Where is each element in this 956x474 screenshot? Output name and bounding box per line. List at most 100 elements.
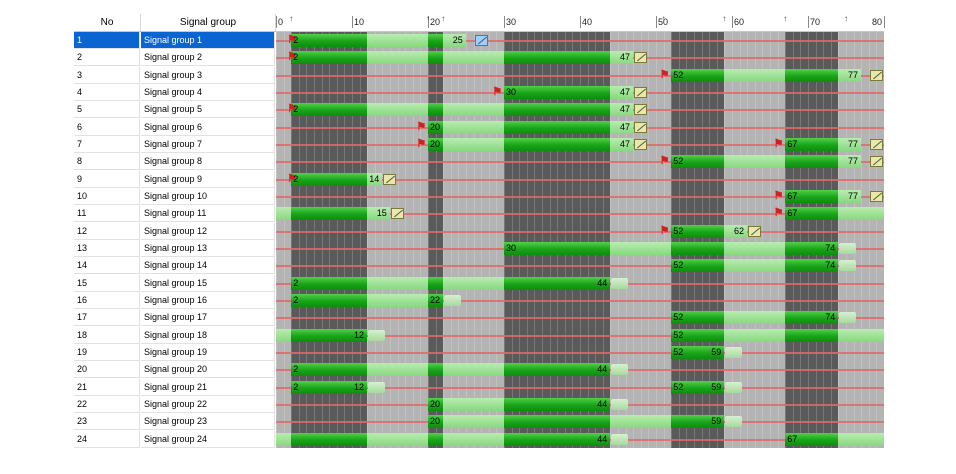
green-phase-bar[interactable] xyxy=(610,85,634,99)
green-phase-bar[interactable] xyxy=(291,363,368,377)
green-phase-bar[interactable] xyxy=(428,415,444,429)
start-flag-icon[interactable]: ⚑ xyxy=(287,103,298,116)
green-phase-bar[interactable] xyxy=(504,120,611,134)
green-phase-bar[interactable] xyxy=(504,51,611,65)
table-row[interactable]: 2 Signal group 2 xyxy=(74,49,884,67)
green-phase-bar[interactable] xyxy=(428,293,444,307)
green-phase-bar[interactable] xyxy=(724,311,786,325)
table-row[interactable]: 23 Signal group 23 xyxy=(74,413,884,431)
green-phase-bar[interactable] xyxy=(504,276,611,290)
green-phase-bar[interactable] xyxy=(724,224,748,238)
table-row[interactable]: 17 Signal group 17 xyxy=(74,309,884,327)
table-row[interactable]: 19 Signal group 19 xyxy=(74,343,884,361)
green-phase-bar[interactable] xyxy=(785,241,839,255)
start-flag-icon[interactable]: ⚑ xyxy=(773,189,784,202)
green-phase-bar[interactable] xyxy=(367,103,428,117)
green-phase-bar[interactable] xyxy=(428,432,444,446)
start-flag-icon[interactable]: ⚑ xyxy=(287,172,298,185)
green-phase-bar[interactable] xyxy=(671,241,725,255)
green-phase-bar[interactable] xyxy=(367,432,428,446)
green-phase-bar[interactable] xyxy=(443,415,504,429)
green-phase-bar[interactable] xyxy=(785,207,839,221)
amber-transition[interactable] xyxy=(368,329,386,341)
table-row[interactable]: 1 Signal group 1 xyxy=(74,32,884,49)
green-phase-bar[interactable] xyxy=(785,137,839,151)
amber-transition[interactable] xyxy=(839,260,857,272)
amber-transition[interactable] xyxy=(444,294,462,306)
start-flag-icon[interactable]: ⚑ xyxy=(659,224,670,237)
green-phase-bar[interactable] xyxy=(671,328,725,342)
table-row[interactable]: 18 Signal group 18 xyxy=(74,326,884,344)
green-phase-bar[interactable] xyxy=(785,155,839,169)
green-phase-bar[interactable] xyxy=(838,328,884,342)
green-phase-bar[interactable] xyxy=(785,328,839,342)
green-phase-bar[interactable] xyxy=(291,432,368,446)
time-marker-arrow[interactable]: ↑ xyxy=(441,14,446,23)
green-phase-bar[interactable] xyxy=(276,207,292,221)
amber-transition[interactable] xyxy=(611,364,629,376)
amber-transition[interactable] xyxy=(725,381,743,393)
green-phase-bar[interactable] xyxy=(838,432,884,446)
green-phase-bar[interactable] xyxy=(291,293,368,307)
table-row[interactable]: 21 Signal group 21 xyxy=(74,378,884,396)
time-marker-arrow[interactable]: ↑ xyxy=(289,14,294,23)
time-marker-arrow[interactable]: ↑ xyxy=(661,14,666,23)
green-phase-bar[interactable] xyxy=(671,155,725,169)
green-phase-bar[interactable] xyxy=(428,51,444,65)
table-row[interactable]: 16 Signal group 16 xyxy=(74,291,884,309)
amber-transition[interactable] xyxy=(611,398,629,410)
green-phase-bar[interactable] xyxy=(610,103,634,117)
green-phase-bar[interactable] xyxy=(276,432,292,446)
end-of-green-marker[interactable] xyxy=(391,208,404,220)
table-row[interactable]: 11 Signal group 11 xyxy=(74,205,884,223)
start-flag-icon[interactable]: ⚑ xyxy=(416,120,427,133)
green-phase-bar[interactable] xyxy=(291,103,368,117)
start-flag-icon[interactable]: ⚑ xyxy=(287,34,298,46)
green-phase-bar[interactable] xyxy=(291,172,368,186)
green-phase-bar[interactable] xyxy=(443,363,504,377)
green-phase-bar[interactable] xyxy=(610,415,672,429)
time-marker-arrow[interactable]: ↑ xyxy=(844,14,848,23)
green-phase-bar[interactable] xyxy=(428,103,444,117)
green-phase-bar[interactable] xyxy=(276,328,292,342)
green-phase-bar[interactable] xyxy=(838,207,884,221)
green-phase-bar[interactable] xyxy=(504,85,611,99)
green-phase-bar[interactable] xyxy=(367,207,390,221)
table-row[interactable]: 7 Signal group 7 xyxy=(74,135,884,153)
green-phase-bar[interactable] xyxy=(367,172,383,186)
start-flag-icon[interactable]: ⚑ xyxy=(287,51,298,64)
green-phase-bar[interactable] xyxy=(443,137,504,151)
start-flag-icon[interactable]: ⚑ xyxy=(773,207,784,220)
green-phase-bar[interactable] xyxy=(671,345,725,359)
green-phase-bar[interactable] xyxy=(443,51,504,65)
end-of-green-marker[interactable] xyxy=(869,156,883,168)
green-phase-bar[interactable] xyxy=(428,34,444,47)
green-phase-bar[interactable] xyxy=(785,68,839,82)
green-phase-bar[interactable] xyxy=(785,259,839,273)
green-phase-bar[interactable] xyxy=(291,328,368,342)
table-row[interactable]: 24 Signal group 24 xyxy=(74,430,884,448)
table-row[interactable]: 9 Signal group 9 xyxy=(74,170,884,188)
end-of-green-marker[interactable] xyxy=(869,69,883,81)
green-phase-bar[interactable] xyxy=(291,51,368,65)
end-of-green-marker[interactable] xyxy=(634,52,648,64)
time-marker-arrow[interactable]: ↑ xyxy=(426,14,430,23)
green-phase-bar[interactable] xyxy=(785,311,839,325)
start-flag-icon[interactable]: ⚑ xyxy=(659,68,670,81)
time-marker-arrow[interactable]: ↑ xyxy=(783,14,788,23)
green-phase-bar[interactable] xyxy=(671,224,725,238)
green-phase-bar[interactable] xyxy=(838,68,862,82)
table-row[interactable]: 13 Signal group 13 xyxy=(74,239,884,257)
green-phase-bar[interactable] xyxy=(443,34,466,47)
table-row[interactable]: 22 Signal group 22 xyxy=(74,395,884,413)
start-flag-icon[interactable]: ⚑ xyxy=(773,137,784,150)
green-phase-bar[interactable] xyxy=(428,397,444,411)
green-phase-bar[interactable] xyxy=(504,432,611,446)
green-phase-bar[interactable] xyxy=(504,103,611,117)
green-phase-bar[interactable] xyxy=(724,241,786,255)
green-phase-bar[interactable] xyxy=(610,241,672,255)
timeline-area[interactable]: ⚑ 2 25 ⚑ 2 47 ⚑ 52 77 ⚑ 30 47 ⚑ 2 47 ⚑ 20 47 ⚑ ⚑ 20 47 67 77 ⚑ 52… xyxy=(276,32,884,448)
green-phase-bar[interactable] xyxy=(367,51,428,65)
table-row[interactable]: 3 Signal group 3 xyxy=(74,66,884,84)
green-phase-bar[interactable] xyxy=(504,137,611,151)
